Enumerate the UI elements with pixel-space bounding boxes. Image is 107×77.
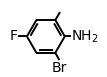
Text: Br: Br (52, 61, 67, 75)
Text: NH$_2$: NH$_2$ (71, 28, 99, 45)
Text: F: F (10, 29, 18, 43)
